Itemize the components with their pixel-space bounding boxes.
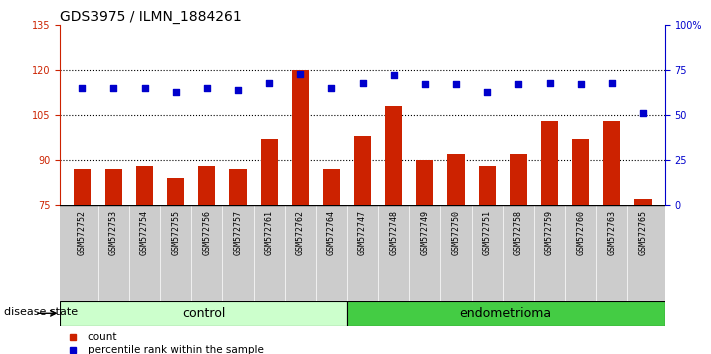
Text: GSM572761: GSM572761 [264, 210, 274, 255]
Text: disease state: disease state [4, 307, 77, 316]
Text: GSM572765: GSM572765 [638, 210, 648, 255]
Point [294, 71, 306, 76]
Point [264, 80, 275, 85]
Text: GSM572753: GSM572753 [109, 210, 118, 255]
Bar [261, 139, 278, 205]
Point [450, 81, 461, 87]
Text: GSM572749: GSM572749 [420, 210, 429, 255]
Text: GSM572759: GSM572759 [545, 210, 554, 255]
Bar [354, 136, 371, 205]
Bar [417, 160, 434, 205]
Text: GSM572760: GSM572760 [576, 210, 585, 255]
Bar [230, 169, 247, 205]
Text: GSM572757: GSM572757 [233, 210, 242, 255]
Point [606, 80, 618, 85]
Point [170, 89, 181, 95]
Bar [634, 199, 651, 205]
Point [419, 81, 431, 87]
Text: count: count [87, 332, 117, 342]
Text: percentile rank within the sample: percentile rank within the sample [87, 345, 264, 354]
Text: GDS3975 / ILMN_1884261: GDS3975 / ILMN_1884261 [60, 10, 242, 24]
Point [388, 73, 400, 78]
Bar [510, 154, 527, 205]
Bar [572, 139, 589, 205]
Bar [105, 169, 122, 205]
Text: GSM572752: GSM572752 [77, 210, 87, 255]
Bar [323, 169, 340, 205]
Text: GSM572755: GSM572755 [171, 210, 180, 255]
Text: GSM572763: GSM572763 [607, 210, 616, 255]
Text: GSM572751: GSM572751 [483, 210, 492, 255]
Bar [60, 301, 347, 326]
Text: GSM572747: GSM572747 [358, 210, 367, 255]
Point [513, 81, 524, 87]
Bar [136, 166, 153, 205]
Point [637, 110, 648, 116]
Bar [74, 169, 91, 205]
Point [139, 85, 150, 91]
Text: GSM572762: GSM572762 [296, 210, 305, 255]
Point [575, 81, 587, 87]
Text: GSM572764: GSM572764 [327, 210, 336, 255]
Text: GSM572748: GSM572748 [389, 210, 398, 255]
Point [357, 80, 368, 85]
Bar [167, 178, 184, 205]
Bar [198, 166, 215, 205]
Point [77, 85, 88, 91]
Bar [385, 106, 402, 205]
Text: GSM572758: GSM572758 [514, 210, 523, 255]
Bar [347, 301, 665, 326]
Text: GSM572754: GSM572754 [140, 210, 149, 255]
Text: GSM572756: GSM572756 [203, 210, 211, 255]
Bar [603, 121, 621, 205]
Bar [541, 121, 558, 205]
Bar [479, 166, 496, 205]
Text: endometrioma: endometrioma [460, 307, 552, 320]
Point [326, 85, 337, 91]
Point [481, 89, 493, 95]
Bar [292, 70, 309, 205]
Point [201, 85, 213, 91]
Text: control: control [182, 307, 225, 320]
Bar [447, 154, 464, 205]
Point [107, 85, 119, 91]
Point [232, 87, 244, 93]
Text: GSM572750: GSM572750 [451, 210, 461, 255]
Point [544, 80, 555, 85]
